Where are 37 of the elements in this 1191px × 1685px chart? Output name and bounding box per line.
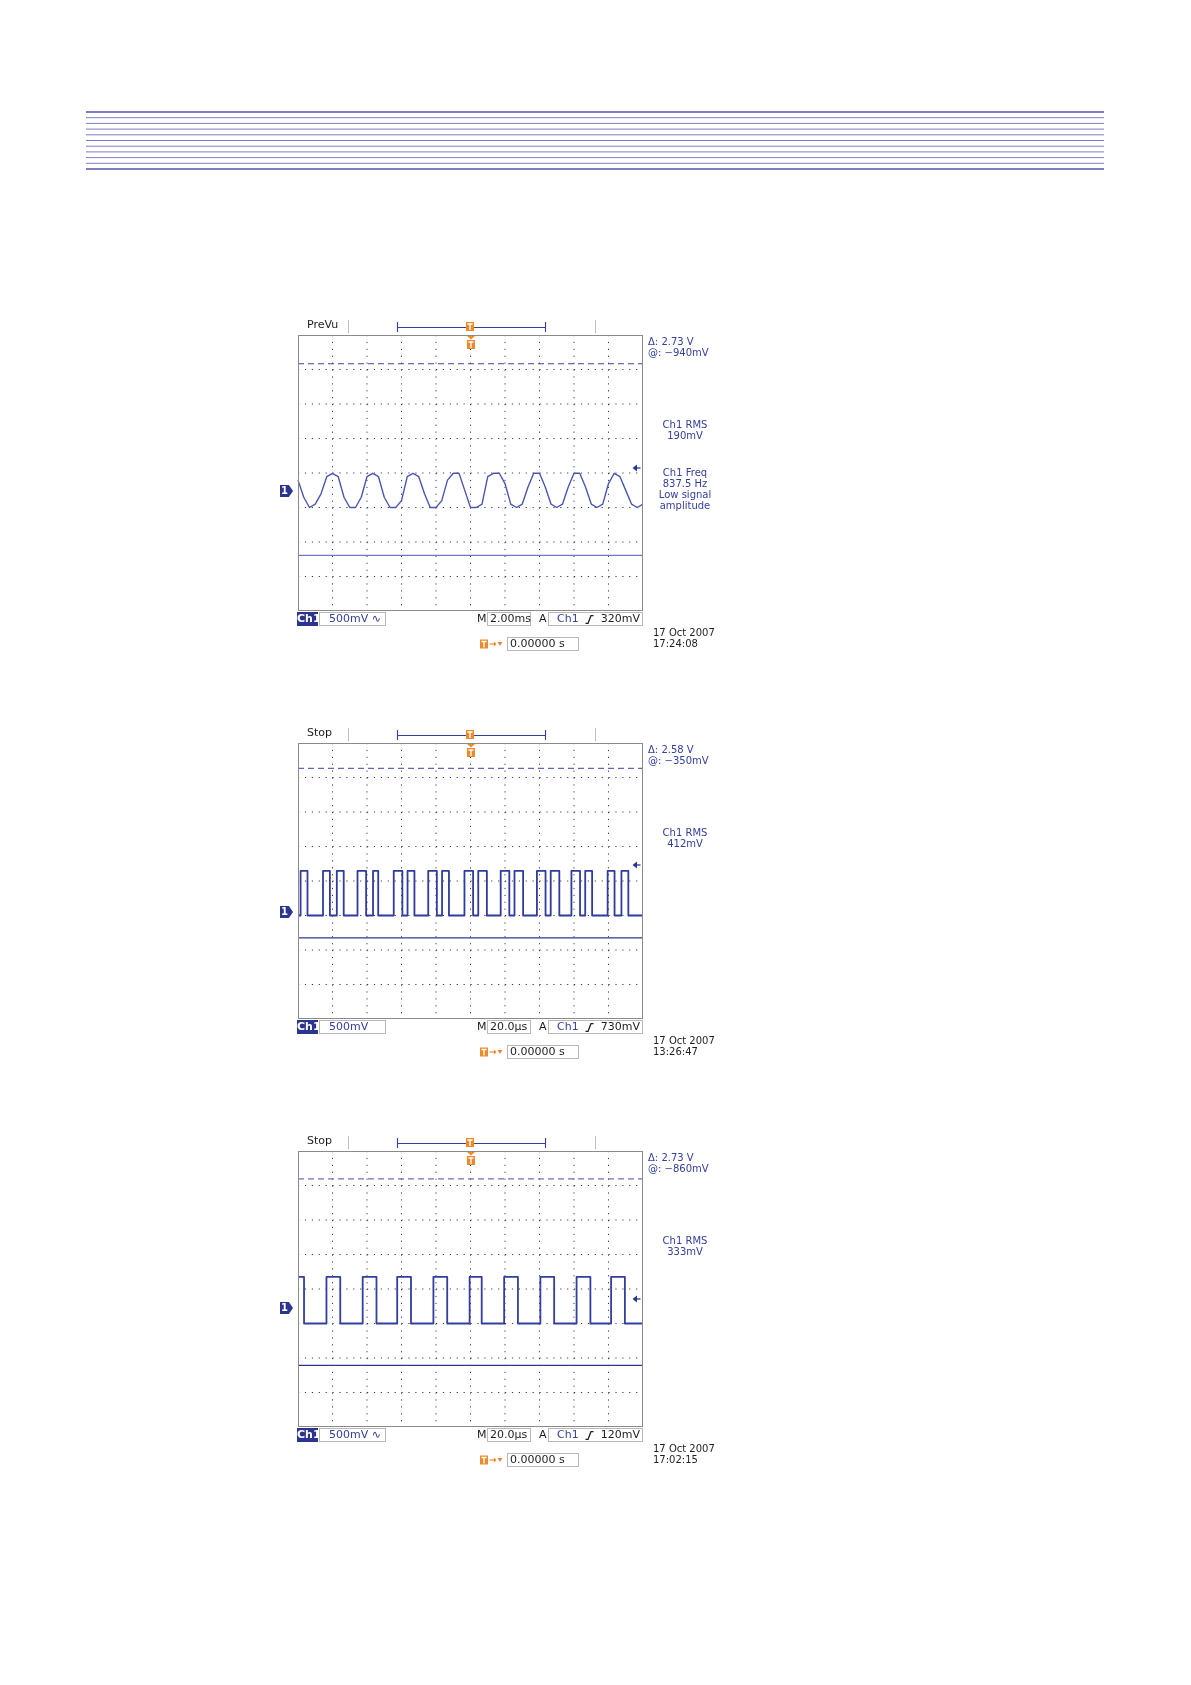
text: M xyxy=(477,612,487,625)
text: A xyxy=(539,612,547,625)
text: 0.00000 s xyxy=(507,637,579,651)
text: Δ: 2.73 V @: −860mV xyxy=(648,1152,709,1174)
text: M xyxy=(477,1020,487,1033)
text: Δ: 2.73 V @: −940mV xyxy=(648,336,709,358)
text: PreVu xyxy=(307,318,339,331)
text: 2.00ms xyxy=(487,612,531,626)
text: 500mV ∿ xyxy=(319,612,386,626)
text: A xyxy=(539,1020,547,1033)
text: Ch1 RMS 333mV xyxy=(661,1235,709,1257)
text: 20.0µs xyxy=(487,1428,531,1442)
text: Ch1 RMS 190mV xyxy=(661,419,709,441)
text: 500mV xyxy=(319,1020,386,1034)
text: 1 xyxy=(280,906,293,918)
text: 17 Oct 2007 17:02:15 xyxy=(653,1443,715,1465)
trigger-field: Ch1 320mV xyxy=(548,612,643,626)
text: Δ: 2.58 V @: −350mV xyxy=(648,744,709,766)
text: 20.0µs xyxy=(487,1020,531,1034)
text: Stop xyxy=(307,726,333,739)
text: Ch1 xyxy=(297,1020,321,1034)
text: Ch1 xyxy=(297,1428,321,1442)
text: 0.00000 s xyxy=(507,1453,579,1467)
text: 1 xyxy=(280,1302,293,1314)
text: Ch1 xyxy=(297,612,321,626)
text: Ch1 RMS 412mV xyxy=(661,827,709,849)
text: 17 Oct 2007 13:26:47 xyxy=(653,1035,715,1057)
text: 0.00000 s xyxy=(507,1045,579,1059)
text: Stop xyxy=(307,1134,333,1147)
text: 17 Oct 2007 17:24:08 xyxy=(653,627,715,649)
text: M xyxy=(477,1428,487,1441)
trigger-field: Ch1 120mV xyxy=(548,1428,643,1442)
text: 500mV ∿ xyxy=(319,1428,386,1442)
text: Ch1 Freq 837.5 Hz Low signal amplitude xyxy=(657,467,713,511)
text: A xyxy=(539,1428,547,1441)
text: 1 xyxy=(280,485,293,497)
trigger-field: Ch1 730mV xyxy=(548,1020,643,1034)
